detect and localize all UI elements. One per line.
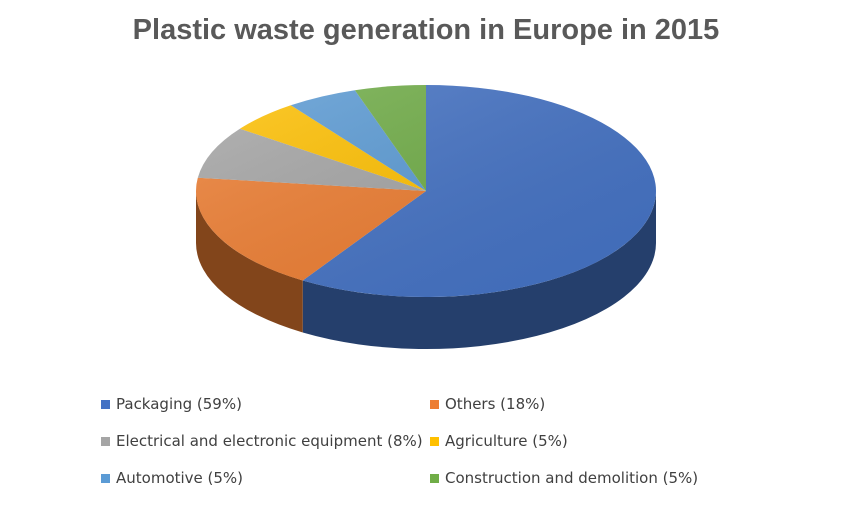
- pie-side-others: [196, 191, 303, 333]
- legend-label: Construction and demolition (5%): [445, 469, 699, 487]
- legend-swatch: [101, 399, 110, 409]
- legend-swatch: [430, 399, 439, 409]
- pie-side-packaging: [302, 191, 656, 349]
- legend-swatch: [101, 436, 110, 446]
- legend: Packaging (59%) Others (18%) Electrical an…: [101, 394, 801, 488]
- legend-swatch: [430, 436, 439, 446]
- legend-item-packaging: Packaging (59%): [101, 394, 430, 414]
- legend-item-construction-and-demolition: Construction and demolition (5%): [430, 468, 760, 488]
- legend-item-electrical-and-electronic-equipment: Electrical and electronic equipment (8%): [101, 431, 430, 451]
- legend-label: Packaging (59%): [116, 395, 242, 413]
- legend-label: Others (18%): [445, 395, 546, 413]
- legend-swatch: [430, 473, 439, 483]
- legend-item-others: Others (18%): [430, 394, 760, 414]
- legend-item-agriculture: Agriculture (5%): [430, 431, 760, 451]
- legend-swatch: [101, 473, 110, 483]
- legend-item-automotive: Automotive (5%): [101, 468, 430, 488]
- legend-label: Automotive (5%): [116, 469, 244, 487]
- pie-sides: [196, 191, 656, 349]
- legend-label: Agriculture (5%): [445, 432, 568, 450]
- pie-top-gloss: [196, 85, 656, 297]
- legend-label: Electrical and electronic equipment (8%): [116, 432, 423, 450]
- pie-tops: [196, 85, 656, 297]
- chart-title: Plastic waste generation in Europe in 20…: [132, 14, 720, 46]
